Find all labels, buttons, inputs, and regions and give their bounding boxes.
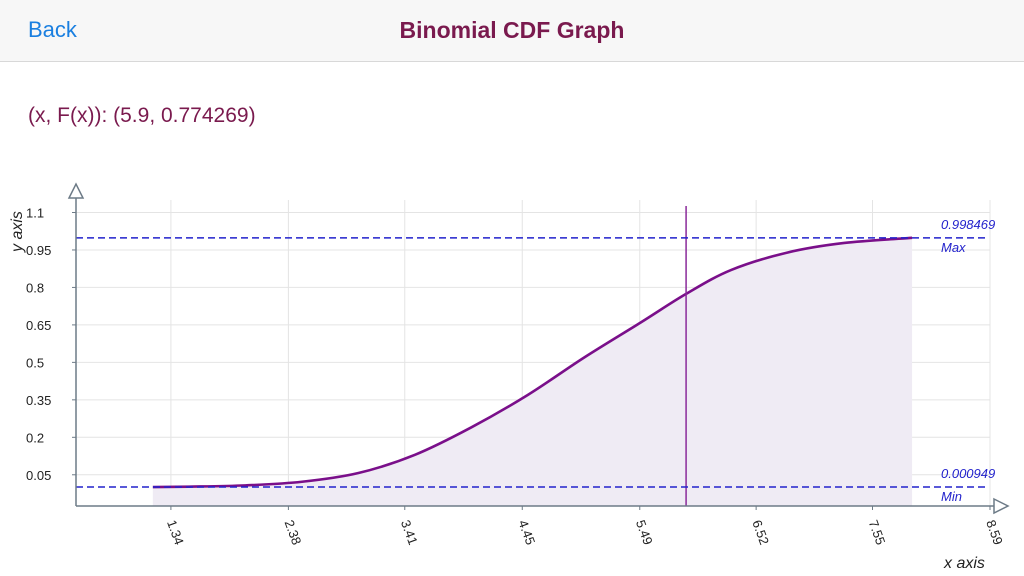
y-tick-label: 0.8: [26, 280, 44, 295]
reference-label-max: Max: [941, 240, 966, 255]
y-tick-label: 0.2: [26, 430, 44, 445]
navigation-bar: Back Binomial CDF Graph: [0, 0, 1024, 62]
y-tick-label: 0.05: [26, 468, 51, 483]
y-tick-label: 0.5: [26, 355, 44, 370]
x-tick-label: 7.55: [866, 518, 889, 547]
y-axis-title: y axis: [9, 211, 26, 253]
y-axis-arrow-icon: [67, 182, 85, 199]
area-fill: [152, 237, 913, 506]
x-tick-label: 4.45: [515, 518, 538, 547]
y-tick-label: 0.65: [26, 318, 51, 333]
x-tick-label: 2.38: [282, 518, 305, 547]
page-title: Binomial CDF Graph: [399, 17, 625, 43]
x-axis-arrow-icon: [993, 497, 1010, 515]
x-axis-title: x axis: [943, 555, 985, 572]
reference-value-max: 0.998469: [941, 217, 995, 232]
reference-value-min: 0.000949: [941, 466, 995, 481]
y-tick-label: 0.95: [26, 243, 51, 258]
y-tick-label: 0.35: [26, 393, 51, 408]
y-tick-label: 1.1: [26, 205, 44, 220]
x-tick-label: 8.59: [983, 518, 1006, 547]
cdf-curve-line: [152, 236, 913, 489]
x-tick-label: 5.49: [633, 518, 656, 547]
x-tick-label: 6.52: [749, 518, 772, 547]
cursor-readout: (x, F(x)): (5.9, 0.774269): [28, 104, 256, 127]
x-tick-label: 1.34: [164, 518, 187, 547]
back-button[interactable]: Back: [28, 17, 77, 42]
x-tick-label: 3.41: [398, 518, 421, 547]
reference-label-min: Min: [941, 489, 962, 504]
